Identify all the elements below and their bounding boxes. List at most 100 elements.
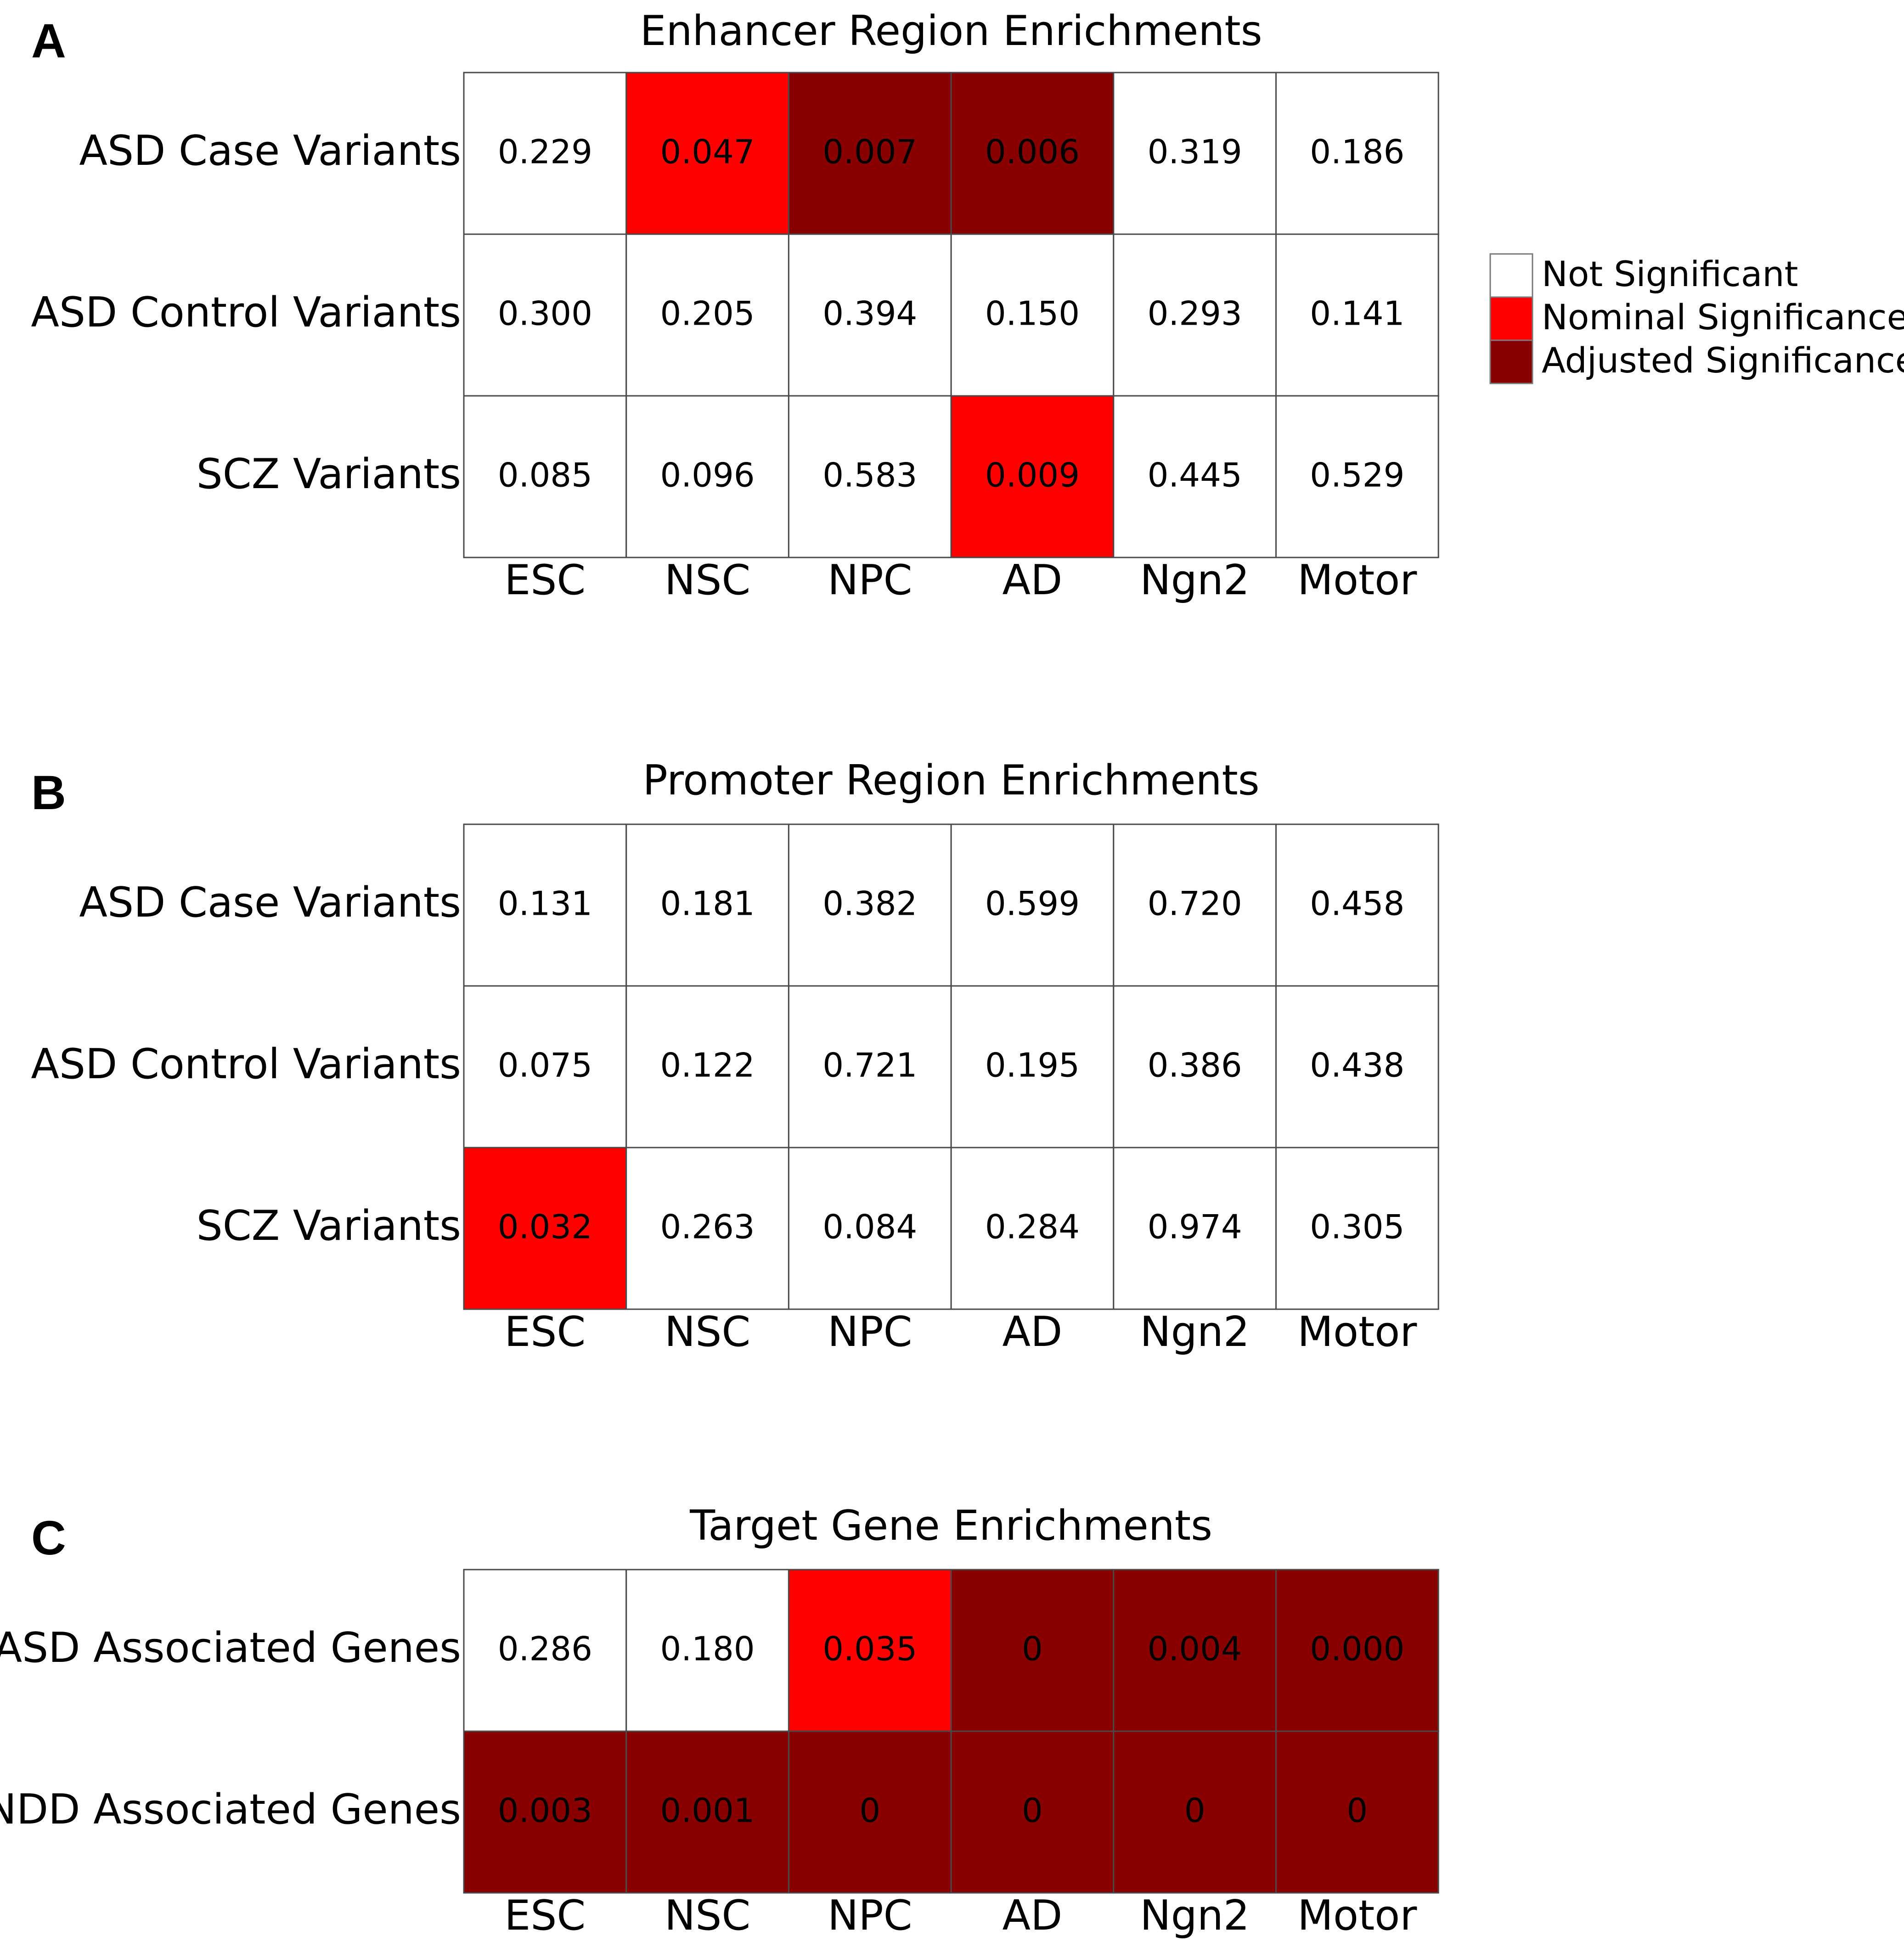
column-label: Ngn2 [1140,556,1250,604]
heatmap-cell [788,1730,952,1894]
cell-value-label: 0.085 [498,456,592,495]
cell-value-label: 0.263 [660,1208,755,1246]
legend-swatch [1489,296,1533,341]
heatmap-cell [788,72,952,235]
column-label: NSC [665,1891,750,1940]
heatmap-cell [1275,72,1439,235]
heatmap-cell [1275,1147,1439,1310]
panel-title: Target Gene Enrichments [689,1502,1212,1550]
heatmap-cell [950,395,1115,558]
legend-swatch [1489,339,1533,384]
cell-value-label: 0.032 [498,1208,592,1246]
cell-value-label: 0 [1022,1791,1043,1830]
heatmap-cell [1113,72,1277,235]
column-label: Motor [1297,556,1417,604]
legend-label: Adjusted Significance [1542,340,1904,381]
cell-value-label: 0.305 [1310,1208,1404,1246]
column-label: AD [1003,1308,1063,1356]
heatmap-cell [950,1730,1115,1894]
cell-value-label: 0.181 [660,884,755,923]
cell-value-label: 0.286 [498,1630,592,1668]
column-label: Ngn2 [1140,1891,1250,1940]
cell-value-label: 0.003 [498,1791,592,1830]
column-label: NSC [665,556,750,604]
cell-value-label: 0.006 [985,133,1080,171]
heatmap-cell [625,1569,789,1732]
cell-value-label: 0.394 [822,294,917,333]
heatmap-cell [1275,233,1439,397]
cell-value-label: 0.000 [1310,1630,1404,1668]
panel-title: Promoter Region Enrichments [642,756,1259,805]
column-label: NPC [828,556,912,604]
cell-value-label: 0.001 [660,1791,755,1830]
cell-value-label: 0.047 [660,133,755,171]
column-label: AD [1003,1891,1063,1940]
cell-value-label: 0.195 [985,1046,1080,1085]
heatmap-cell [463,1569,627,1732]
cell-value-label: 0.438 [1310,1046,1404,1085]
heatmap-cell [1275,823,1439,987]
legend-label: Not Significant [1542,253,1798,294]
cell-value-label: 0.009 [985,456,1080,495]
cell-value-label: 0.096 [660,456,755,495]
legend-swatch [1489,253,1533,298]
cell-value-label: 0.186 [1310,133,1404,171]
heatmap-cell [950,985,1115,1148]
cell-value-label: 0.721 [822,1046,917,1085]
cell-value-label: 0.122 [660,1046,755,1085]
cell-value-label: 0.150 [985,294,1080,333]
cell-value-label: 0 [1022,1630,1043,1668]
heatmap-cell [463,72,627,235]
target-gene-panel: C Target Gene Enrichments ASD Associated G… [0,1502,1439,1940]
cell-value-label: 0.035 [822,1630,917,1668]
cell-value-label: 0 [1184,1791,1205,1830]
heatmap-cell [463,1730,627,1894]
heatmap-cell [950,1147,1115,1310]
cell-value-label: 0.382 [822,884,917,923]
cell-value-label: 0.131 [498,884,592,923]
column-label: AD [1003,556,1063,604]
cell-value-label: 0.599 [985,884,1080,923]
heatmap-cell [1113,1147,1277,1310]
cell-value-label: 0.141 [1310,294,1404,333]
column-label: NPC [828,1308,912,1356]
heatmap-cell [463,823,627,987]
heatmap-cell [625,233,789,397]
promoter-panel: B Promoter Region Enrichments ASD Case Var… [31,756,1439,1356]
cell-value-label: 0.293 [1148,294,1242,333]
heatmap-cell [1113,823,1277,987]
column-label: ESC [504,1891,586,1940]
column-label: ESC [504,556,586,604]
heatmap-cell [1113,395,1277,558]
cell-value-label: 0.974 [1148,1208,1242,1246]
row-label: SCZ Variants [197,1202,461,1250]
panel-letter: C [31,1511,66,1565]
cell-value-label: 0.284 [985,1208,1080,1246]
cell-value-label: 0 [1346,1791,1368,1830]
legend-label: Nominal Significance [1542,297,1904,338]
heatmap-cell [625,395,789,558]
heatmap-cell [1113,985,1277,1148]
heatmap-cell [463,395,627,558]
panel-title: Enhancer Region Enrichments [640,7,1262,55]
cell-value-label: 0.319 [1148,133,1242,171]
cell-value-label: 0.529 [1310,456,1404,495]
heatmap-cell [625,823,789,987]
column-label: Ngn2 [1140,1308,1250,1356]
heatmap-cell [788,823,952,987]
cell-value-label: 0.205 [660,294,755,333]
enhancer-panel: A Enhancer Region Enrichments ASD Case Var… [31,7,1439,604]
heatmap-cell [950,823,1115,987]
heatmap-cell [788,985,952,1148]
cell-value-label: 0.084 [822,1208,917,1246]
heatmap-cell [625,72,789,235]
heatmap-cell [463,1147,627,1310]
cell-value-label: 0.180 [660,1630,755,1668]
heatmap-cell [950,1569,1115,1732]
cell-value-label: 0.445 [1148,456,1242,495]
panel-letter: A [31,14,66,68]
heatmap-cell [950,72,1115,235]
panel-letter: B [31,766,66,820]
